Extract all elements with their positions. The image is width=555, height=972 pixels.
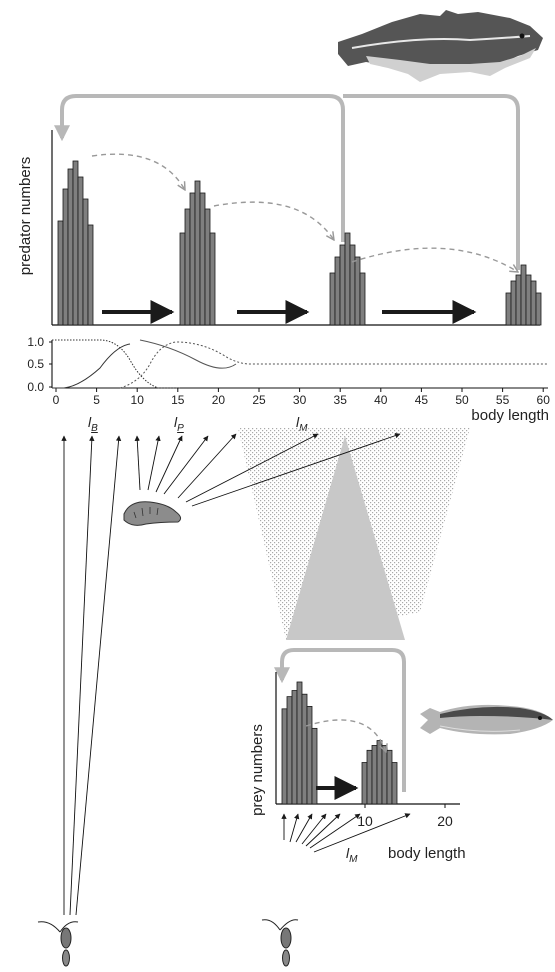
prey-bar: [306, 706, 313, 805]
switch-x-tick-label: 45: [415, 393, 429, 407]
copepod-icon: [37, 921, 79, 967]
prey-bar: [301, 693, 308, 805]
body-length-label: body length: [471, 407, 549, 424]
switch-x-tick-label: 20: [212, 393, 226, 407]
benthos-fraction-curve: [52, 339, 180, 389]
predator-y-label: predator numbers: [17, 157, 34, 275]
recruitment-cycle-arrows: [54, 94, 520, 270]
switch-y-tick-label: 0.5: [27, 357, 44, 371]
predator-bar: [344, 232, 351, 326]
predator-bar: [62, 188, 69, 326]
predator-bars: [57, 160, 542, 326]
prey-bar: [386, 749, 393, 805]
predator-bar: [525, 274, 532, 326]
feeding-arrows-benthos: [134, 433, 401, 507]
predator-bar: [179, 232, 186, 326]
switch-x-tick-label: 5: [93, 393, 100, 407]
switch-x-ticks: 0 5 10 15 20 25 30 35 40 45 50 55 60: [53, 388, 551, 407]
predator-bar: [72, 160, 79, 326]
predator-bar: [354, 256, 361, 326]
predator-bar: [334, 256, 341, 326]
prey-bar: [391, 762, 398, 805]
predator-bar: [82, 198, 89, 326]
prey-cycle-arrow: [274, 648, 406, 792]
fish-fraction-curve: [119, 341, 548, 389]
predator-bar: [520, 264, 527, 326]
predator-bar: [209, 232, 216, 326]
predator-bar: [194, 180, 201, 326]
marker-lB: lB: [88, 414, 98, 434]
herring-fish-icon: [420, 704, 553, 735]
switch-x-tick-label: 35: [334, 393, 348, 407]
predator-bar: [530, 280, 537, 326]
benthos-late-curve: [139, 339, 237, 369]
predator-bar: [77, 176, 84, 326]
zooplankton-fraction-curve: [52, 343, 131, 389]
prey-bar: [371, 745, 378, 805]
switch-y-ticks: 1.0 0.5 0.0: [27, 335, 52, 394]
switch-y-tick-label: 0.0: [27, 380, 44, 394]
prey-bars: [281, 681, 398, 805]
predator-bar: [535, 292, 542, 326]
prey-bar: [361, 762, 368, 805]
predator-bar: [510, 280, 517, 326]
prey-bar: [381, 745, 388, 805]
prey-x-tick-label: 10: [357, 813, 373, 829]
switch-x-tick-label: 60: [537, 393, 551, 407]
prey-bar: [311, 727, 318, 805]
predator-bar: [184, 208, 191, 326]
switch-y-tick-label: 1.0: [27, 335, 44, 349]
prey-bar: [296, 681, 303, 805]
diet-switch-panel: 1.0 0.5 0.0 0 5 10 15 20 25 30 35 40 45 50 55 60 body …: [27, 335, 550, 434]
switch-x-tick-label: 40: [374, 393, 388, 407]
cod-fish-icon: [338, 10, 543, 82]
dashed-arrow-2: [213, 201, 334, 240]
prey-marker-lM: lM: [346, 845, 358, 865]
dashed-arrow-3: [351, 247, 518, 272]
worm-icon: [123, 501, 182, 526]
prey-bar: [291, 690, 298, 805]
feeding-arrows-prey: [281, 813, 411, 853]
switch-x-tick-label: 25: [252, 393, 266, 407]
copepod-icon-small: [261, 919, 299, 967]
prey-y-label: prey numbers: [249, 724, 266, 816]
predator-size-panel: predator numbers: [17, 130, 542, 326]
predator-bar: [349, 244, 356, 326]
prey-bar: [376, 740, 383, 805]
predator-bar: [515, 274, 522, 326]
prey-size-panel: 10 20 prey numbers body length lM: [249, 672, 466, 865]
predator-bar: [359, 272, 366, 326]
switch-x-tick-label: 50: [455, 393, 469, 407]
prey-x-ticks: 10 20: [357, 804, 453, 829]
predator-bar: [339, 244, 346, 326]
predator-bar: [329, 272, 336, 326]
prey-body-length-label: body length: [388, 845, 466, 862]
predator-bar: [505, 292, 512, 326]
predator-bar: [204, 208, 211, 326]
marker-lP: lP: [174, 414, 184, 434]
switch-x-tick-label: 30: [293, 393, 307, 407]
switch-x-tick-label: 10: [131, 393, 145, 407]
predator-bar: [189, 192, 196, 326]
prey-x-tick-label: 20: [437, 813, 453, 829]
prey-bar: [281, 708, 288, 805]
predator-bar: [199, 192, 206, 326]
prey-bar: [286, 696, 293, 805]
dashed-arrow-1: [91, 153, 185, 190]
predator-bar: [57, 220, 64, 326]
predator-bar: [67, 168, 74, 326]
feeding-arrows-zooplankton: [61, 435, 122, 916]
switch-x-tick-label: 0: [53, 393, 60, 407]
prey-size-window: [238, 428, 470, 640]
switch-x-tick-label: 15: [171, 393, 185, 407]
switch-x-tick-label: 55: [496, 393, 510, 407]
prey-dashed-arrow: [305, 719, 386, 752]
predator-bar: [87, 224, 94, 326]
prey-bar: [366, 749, 373, 805]
